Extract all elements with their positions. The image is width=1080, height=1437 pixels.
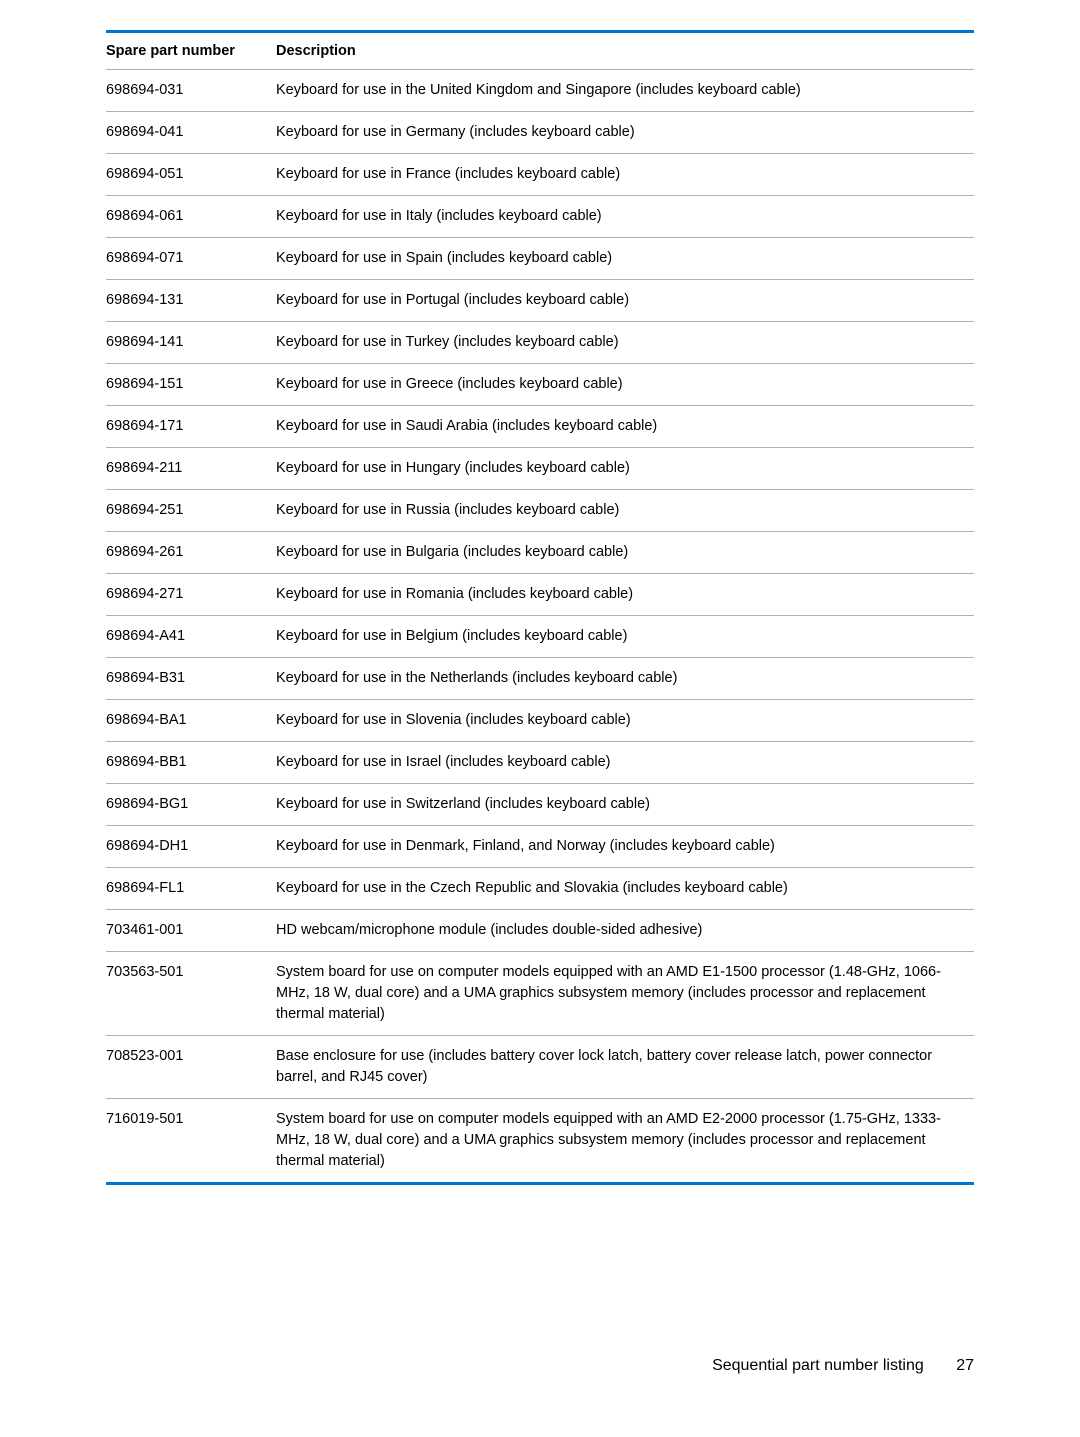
footer-section-title: Sequential part number listing bbox=[712, 1357, 924, 1374]
table-row: 698694-A41Keyboard for use in Belgium (i… bbox=[106, 616, 974, 658]
description-cell: Keyboard for use in Switzerland (include… bbox=[276, 784, 974, 826]
description-cell: Keyboard for use in Hungary (includes ke… bbox=[276, 448, 974, 490]
description-cell: Keyboard for use in Israel (includes key… bbox=[276, 742, 974, 784]
description-cell: Keyboard for use in Italy (includes keyb… bbox=[276, 196, 974, 238]
description-cell: Keyboard for use in Germany (includes ke… bbox=[276, 112, 974, 154]
spare-part-number-cell: 698694-A41 bbox=[106, 616, 276, 658]
description-cell: Keyboard for use in the Czech Republic a… bbox=[276, 868, 974, 910]
column-header-description: Description bbox=[276, 32, 974, 70]
spare-part-number-cell: 698694-051 bbox=[106, 154, 276, 196]
description-cell: Keyboard for use in Russia (includes key… bbox=[276, 490, 974, 532]
table-row: 698694-131Keyboard for use in Portugal (… bbox=[106, 280, 974, 322]
table-row: 698694-BA1Keyboard for use in Slovenia (… bbox=[106, 700, 974, 742]
description-cell: Keyboard for use in Portugal (includes k… bbox=[276, 280, 974, 322]
description-cell: Keyboard for use in the Netherlands (inc… bbox=[276, 658, 974, 700]
description-cell: Base enclosure for use (includes battery… bbox=[276, 1036, 974, 1099]
table-row: 703563-501System board for use on comput… bbox=[106, 952, 974, 1036]
table-body: 698694-031Keyboard for use in the United… bbox=[106, 70, 974, 1184]
column-header-spare-part: Spare part number bbox=[106, 32, 276, 70]
table-row: 698694-FL1Keyboard for use in the Czech … bbox=[106, 868, 974, 910]
table-row: 698694-151Keyboard for use in Greece (in… bbox=[106, 364, 974, 406]
description-cell: System board for use on computer models … bbox=[276, 952, 974, 1036]
spare-part-number-cell: 698694-041 bbox=[106, 112, 276, 154]
description-cell: Keyboard for use in Denmark, Finland, an… bbox=[276, 826, 974, 868]
table-row: 698694-DH1Keyboard for use in Denmark, F… bbox=[106, 826, 974, 868]
spare-part-number-cell: 708523-001 bbox=[106, 1036, 276, 1099]
spare-part-number-cell: 698694-061 bbox=[106, 196, 276, 238]
table-row: 698694-271Keyboard for use in Romania (i… bbox=[106, 574, 974, 616]
spare-part-number-cell: 698694-261 bbox=[106, 532, 276, 574]
spare-part-number-cell: 698694-271 bbox=[106, 574, 276, 616]
description-cell: HD webcam/microphone module (includes do… bbox=[276, 910, 974, 952]
description-cell: Keyboard for use in the United Kingdom a… bbox=[276, 70, 974, 112]
description-cell: Keyboard for use in Greece (includes key… bbox=[276, 364, 974, 406]
spare-part-number-cell: 698694-171 bbox=[106, 406, 276, 448]
description-cell: Keyboard for use in Belgium (includes ke… bbox=[276, 616, 974, 658]
spare-parts-table: Spare part number Description 698694-031… bbox=[106, 30, 974, 1185]
table-row: 698694-211Keyboard for use in Hungary (i… bbox=[106, 448, 974, 490]
table-row: 698694-251Keyboard for use in Russia (in… bbox=[106, 490, 974, 532]
table-row: 698694-BG1Keyboard for use in Switzerlan… bbox=[106, 784, 974, 826]
page-content: Spare part number Description 698694-031… bbox=[0, 0, 1080, 1185]
spare-part-number-cell: 698694-071 bbox=[106, 238, 276, 280]
spare-part-number-cell: 698694-BA1 bbox=[106, 700, 276, 742]
table-row: 698694-071Keyboard for use in Spain (inc… bbox=[106, 238, 974, 280]
spare-part-number-cell: 698694-DH1 bbox=[106, 826, 276, 868]
spare-part-number-cell: 698694-BB1 bbox=[106, 742, 276, 784]
table-row: 698694-061Keyboard for use in Italy (inc… bbox=[106, 196, 974, 238]
spare-part-number-cell: 716019-501 bbox=[106, 1099, 276, 1184]
table-row: 698694-141Keyboard for use in Turkey (in… bbox=[106, 322, 974, 364]
spare-part-number-cell: 698694-031 bbox=[106, 70, 276, 112]
table-row: 703461-001HD webcam/microphone module (i… bbox=[106, 910, 974, 952]
description-cell: Keyboard for use in Spain (includes keyb… bbox=[276, 238, 974, 280]
table-row: 698694-261Keyboard for use in Bulgaria (… bbox=[106, 532, 974, 574]
spare-part-number-cell: 698694-FL1 bbox=[106, 868, 276, 910]
table-row: 698694-171Keyboard for use in Saudi Arab… bbox=[106, 406, 974, 448]
table-row: 698694-BB1Keyboard for use in Israel (in… bbox=[106, 742, 974, 784]
description-cell: Keyboard for use in Turkey (includes key… bbox=[276, 322, 974, 364]
description-cell: Keyboard for use in France (includes key… bbox=[276, 154, 974, 196]
spare-part-number-cell: 698694-131 bbox=[106, 280, 276, 322]
spare-part-number-cell: 703461-001 bbox=[106, 910, 276, 952]
table-header-row: Spare part number Description bbox=[106, 32, 974, 70]
table-row: 698694-031Keyboard for use in the United… bbox=[106, 70, 974, 112]
spare-part-number-cell: 698694-151 bbox=[106, 364, 276, 406]
page-footer: Sequential part number listing 27 bbox=[712, 1357, 974, 1375]
spare-part-number-cell: 698694-141 bbox=[106, 322, 276, 364]
table-row: 698694-041Keyboard for use in Germany (i… bbox=[106, 112, 974, 154]
footer-page-number: 27 bbox=[956, 1357, 974, 1374]
table-row: 698694-051Keyboard for use in France (in… bbox=[106, 154, 974, 196]
description-cell: Keyboard for use in Saudi Arabia (includ… bbox=[276, 406, 974, 448]
spare-part-number-cell: 698694-211 bbox=[106, 448, 276, 490]
spare-part-number-cell: 698694-B31 bbox=[106, 658, 276, 700]
description-cell: Keyboard for use in Romania (includes ke… bbox=[276, 574, 974, 616]
description-cell: Keyboard for use in Slovenia (includes k… bbox=[276, 700, 974, 742]
description-cell: Keyboard for use in Bulgaria (includes k… bbox=[276, 532, 974, 574]
spare-part-number-cell: 698694-BG1 bbox=[106, 784, 276, 826]
table-row: 698694-B31Keyboard for use in the Nether… bbox=[106, 658, 974, 700]
spare-part-number-cell: 703563-501 bbox=[106, 952, 276, 1036]
table-row: 708523-001Base enclosure for use (includ… bbox=[106, 1036, 974, 1099]
description-cell: System board for use on computer models … bbox=[276, 1099, 974, 1184]
spare-part-number-cell: 698694-251 bbox=[106, 490, 276, 532]
table-row: 716019-501System board for use on comput… bbox=[106, 1099, 974, 1184]
